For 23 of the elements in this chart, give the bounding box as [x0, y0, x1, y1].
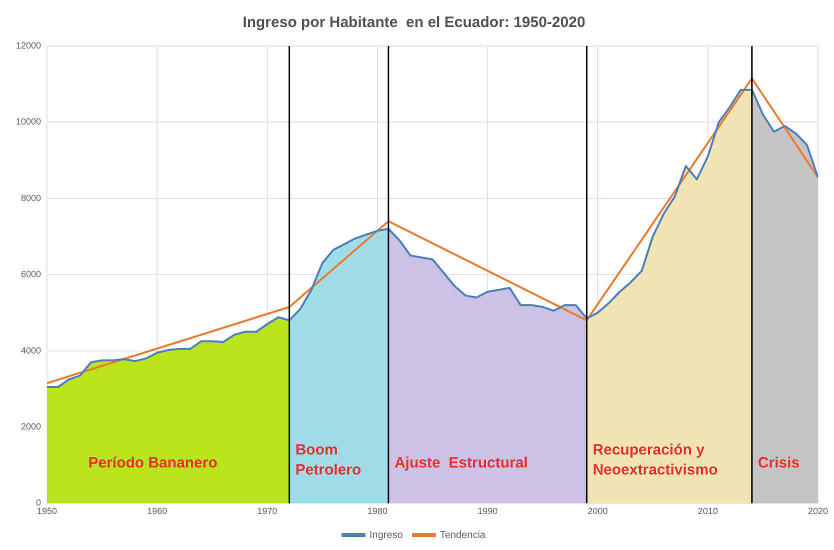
series-label: Ajuste Estructural — [394, 454, 528, 472]
x-tick-label: 2020 — [808, 506, 828, 516]
series-label: Período Bananero — [88, 454, 218, 472]
legend-label: Tendencia — [440, 530, 486, 541]
series-label: Crisis — [758, 454, 800, 472]
x-tick-label: 1980 — [367, 506, 388, 516]
x-tick-label: 2010 — [698, 506, 718, 516]
y-tick-label: 8000 — [20, 192, 42, 203]
x-tick-label: 1950 — [37, 506, 58, 516]
chart-title: Ingreso por Habitante en el Ecuador: 1950-2020 — [242, 14, 586, 32]
y-tick-label: 6000 — [20, 269, 42, 280]
y-tick-label: 0 — [36, 498, 42, 508]
x-tick-label: 1990 — [478, 506, 498, 516]
series-label: Boom Petrolero — [295, 441, 362, 478]
y-tick-label: 4000 — [20, 345, 42, 356]
y-tick-label: 10000 — [16, 116, 42, 127]
legend-label: Ingreso — [370, 530, 404, 541]
x-tick-label: 2000 — [588, 506, 608, 516]
series-label: Recuperación y Neoextractivismo — [592, 441, 718, 478]
x-tick-label: 1960 — [147, 506, 168, 516]
y-tick-label: 12000 — [16, 40, 42, 50]
x-tick-label: 1970 — [257, 506, 278, 516]
y-tick-label: 2000 — [20, 421, 42, 432]
